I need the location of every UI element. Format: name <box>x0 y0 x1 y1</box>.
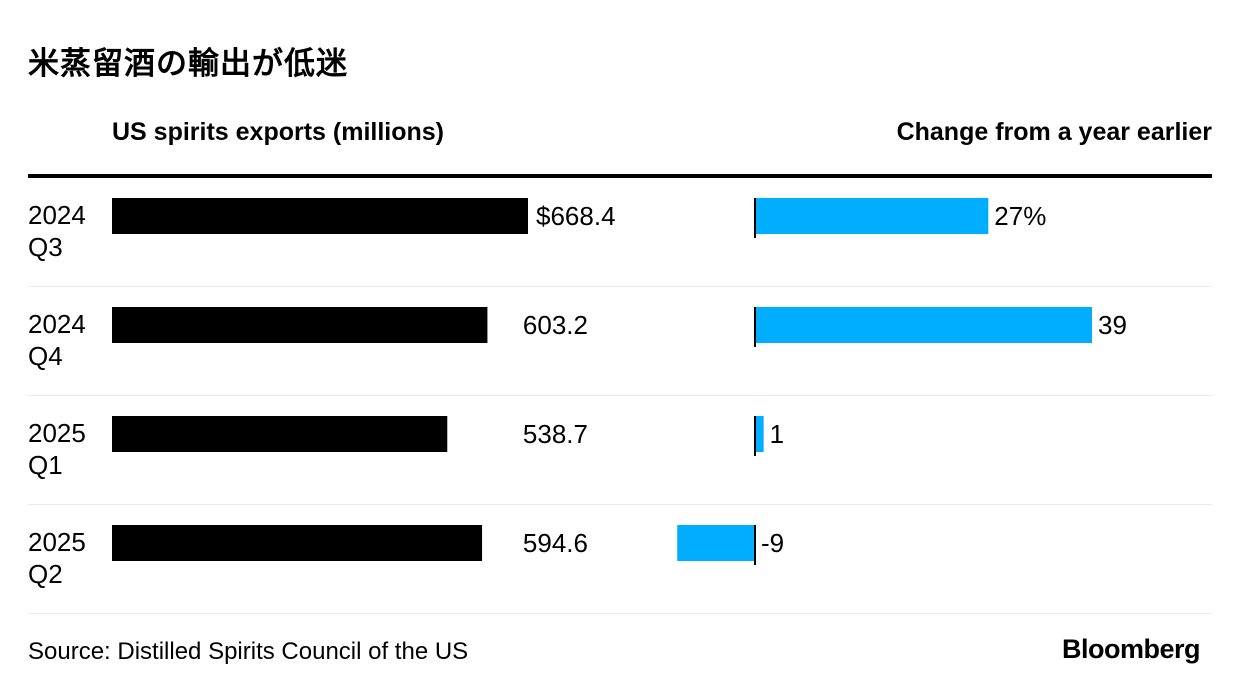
row-divider <box>28 286 1212 287</box>
change-value-label: 1 <box>770 419 784 449</box>
change-bar <box>677 525 755 561</box>
exports-bar <box>112 416 448 452</box>
row-divider <box>28 613 1212 614</box>
header-rule <box>28 174 1212 178</box>
exports-value-label: 594.6 <box>523 528 588 558</box>
exports-bar <box>112 307 488 343</box>
change-column-header: Change from a year earlier <box>896 118 1212 146</box>
zero-baseline <box>754 525 756 565</box>
change-bar <box>755 416 764 452</box>
category-year: 2024 <box>28 309 86 339</box>
exports-bar <box>112 198 528 234</box>
zero-baseline <box>754 198 756 238</box>
change-value-label: 27% <box>994 201 1046 231</box>
category-label: 2024 Q3 <box>28 200 86 262</box>
source-note: Source: Distilled Spirits Council of the… <box>28 638 469 665</box>
change-bar <box>755 198 989 234</box>
exports-value-label: 538.7 <box>523 419 588 449</box>
category-year: 2024 <box>28 200 86 230</box>
category-label: 2025 Q1 <box>28 418 86 480</box>
category-year: 2025 <box>28 418 86 448</box>
exports-column-header: US spirits exports (millions) <box>112 118 445 146</box>
exports-value-label: 603.2 <box>523 310 588 340</box>
category-quarter: Q4 <box>28 341 63 371</box>
change-bar <box>755 307 1092 343</box>
row-divider <box>28 504 1212 505</box>
category-quarter: Q2 <box>28 559 63 589</box>
zero-baseline <box>754 307 756 347</box>
category-label: 2024 Q4 <box>28 309 86 371</box>
row-divider <box>28 395 1212 396</box>
change-value-label: 39 <box>1098 310 1127 340</box>
category-quarter: Q3 <box>28 232 63 262</box>
exports-bar <box>112 525 483 561</box>
page-title: 米蒸留酒の輸出が低迷 <box>28 46 348 82</box>
exports-value-label: $668.4 <box>536 201 616 231</box>
category-label: 2025 Q2 <box>28 527 86 589</box>
category-year: 2025 <box>28 527 86 557</box>
zero-baseline <box>754 416 756 456</box>
bloomberg-logo: Bloomberg <box>1061 634 1201 664</box>
category-quarter: Q1 <box>28 450 63 480</box>
change-value-label: -9 <box>761 528 784 558</box>
